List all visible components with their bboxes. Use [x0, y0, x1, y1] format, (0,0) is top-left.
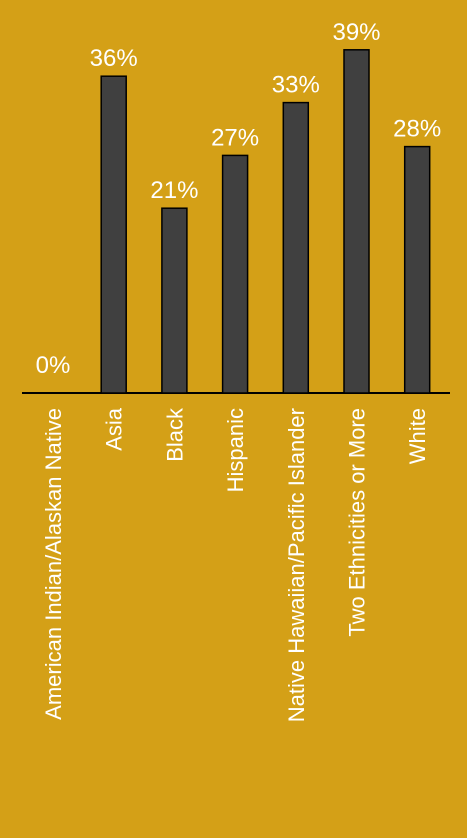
bar-3: [161, 207, 188, 394]
value-label-4: 27%: [211, 124, 259, 151]
category-label-1: American Indian/Alaskan Native: [41, 408, 66, 720]
category-label-4: Hispanic: [223, 408, 248, 492]
bar-6: [343, 49, 370, 394]
bar-7: [403, 145, 431, 394]
bar-2: [100, 75, 127, 394]
value-label-1: 0%: [36, 352, 71, 379]
value-label-7: 28%: [393, 116, 441, 143]
bar-4: [221, 154, 249, 394]
bar-5: [282, 101, 310, 394]
category-label-5: Native Hawaiian/Pacific Islander: [284, 408, 309, 722]
value-label-6: 39%: [332, 19, 380, 46]
value-label-3: 21%: [150, 177, 198, 204]
value-label-5: 33%: [272, 72, 320, 99]
category-label-6: Two Ethnicities or More: [345, 408, 370, 637]
category-label-3: Black: [162, 407, 187, 462]
value-label-2: 36%: [90, 45, 138, 72]
category-label-7: White: [405, 408, 430, 464]
category-label-2: Asia: [102, 407, 127, 451]
